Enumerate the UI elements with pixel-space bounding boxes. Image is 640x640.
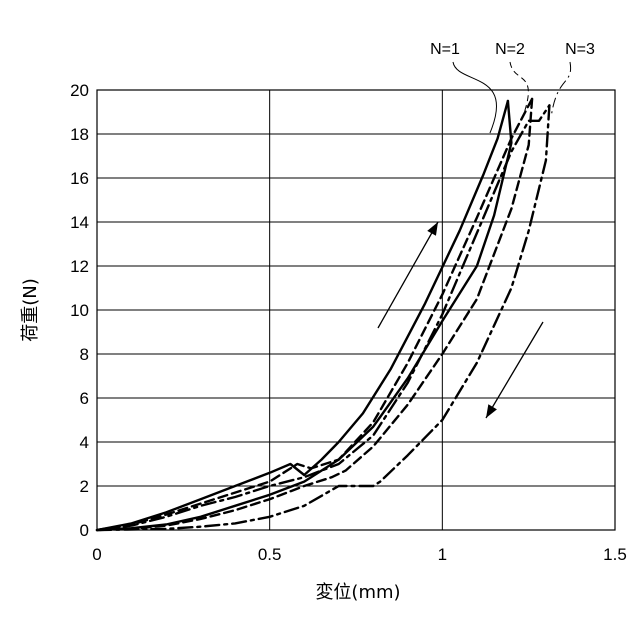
series-callouts: N=1 N=2 N=3 (430, 41, 595, 133)
x-axis-label: 変位(mm) (315, 582, 400, 603)
x-tick-label: 1 (438, 545, 447, 564)
y-tick-label: 20 (70, 81, 89, 100)
y-tick-label: 8 (80, 345, 89, 364)
y-tick-label: 16 (70, 169, 89, 188)
y-tick-label: 6 (80, 389, 89, 408)
y-tick-label: 12 (70, 257, 89, 276)
y-tick-label: 0 (80, 521, 89, 540)
series-callout-label: N=2 (495, 41, 525, 58)
y-tick-label: 10 (70, 301, 89, 320)
x-tick-label: 1.5 (603, 545, 627, 564)
y-tick-label: 18 (70, 125, 89, 144)
hysteresis-curves (97, 99, 549, 530)
y-tick-label: 2 (80, 477, 89, 496)
y-tick-label: 4 (80, 433, 89, 452)
x-tick-label: 0 (92, 545, 101, 564)
y-axis-label: 荷重(N) (20, 278, 41, 342)
series-callout-label: N=3 (565, 41, 595, 58)
series-n3-unloading-line (97, 105, 549, 530)
unloading-arrow (486, 322, 543, 418)
grid-lines (97, 90, 615, 530)
series-callout-label: N=1 (430, 41, 460, 58)
y-tick-label: 14 (70, 213, 89, 232)
series-callout-leader (551, 62, 570, 115)
x-tick-label: 0.5 (258, 545, 282, 564)
series-callout-leader (453, 62, 497, 133)
series-n3-loading-line (97, 105, 549, 530)
loading-arrow (378, 222, 438, 328)
